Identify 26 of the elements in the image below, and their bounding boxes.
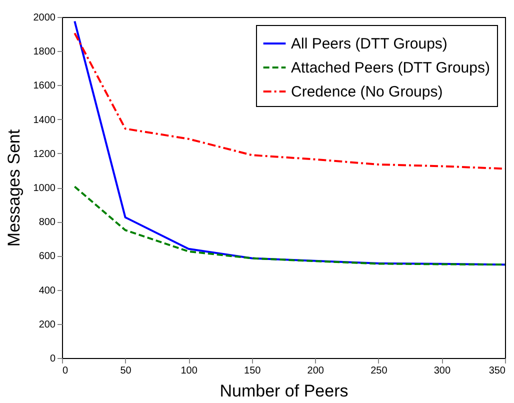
- y-tick-label: 2000: [33, 12, 56, 24]
- y-tick-label: 1600: [33, 80, 56, 92]
- y-tick-label: 800: [38, 217, 56, 228]
- y-tick-label: 0: [50, 354, 56, 364]
- y-tick-label: 1400: [33, 114, 56, 126]
- y-axis-title: Messages Sent: [4, 129, 24, 247]
- x-tick-label: 250: [370, 366, 388, 376]
- y-tick-label: 600: [38, 251, 56, 262]
- x-tick-label: 350: [488, 366, 506, 376]
- x-tick-label: 0: [62, 366, 68, 376]
- y-tick-label: 1000: [33, 183, 56, 194]
- y-tick-label: 1200: [33, 148, 56, 160]
- x-tick-label: 100: [180, 366, 198, 376]
- x-axis-title: Number of Peers: [220, 382, 348, 400]
- legend-label: Credence (No Groups): [291, 84, 443, 100]
- line-series: [74, 20, 506, 266]
- x-tick-label: 200: [307, 366, 324, 376]
- x-tick-label: 300: [434, 366, 451, 376]
- x-tick-label: 150: [244, 366, 262, 376]
- y-tick-label: 1800: [33, 46, 56, 58]
- legend-label: Attached Peers (DTT Groups): [291, 60, 490, 76]
- legend-label: All Peers (DTT Groups): [291, 36, 448, 52]
- y-tick-label: 400: [38, 285, 56, 296]
- line-series: [74, 186, 506, 266]
- y-tick-label: 200: [38, 319, 56, 330]
- x-tick-label: 50: [120, 366, 132, 376]
